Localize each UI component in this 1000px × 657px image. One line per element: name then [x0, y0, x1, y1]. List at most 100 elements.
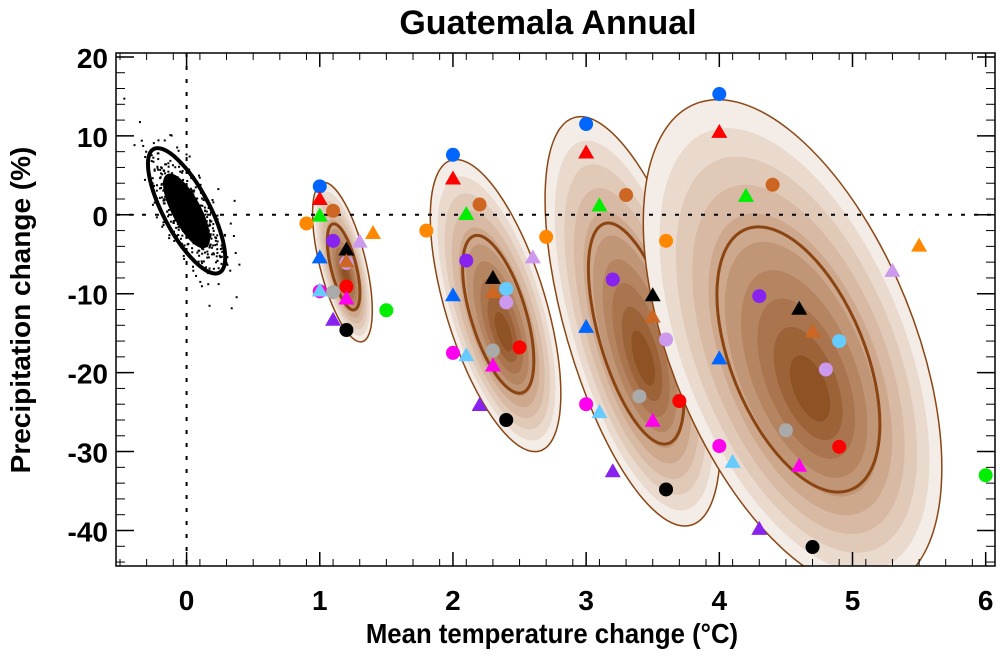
- variability-point: [152, 160, 155, 163]
- variability-point: [207, 283, 210, 286]
- circle-marker: [499, 412, 514, 427]
- variability-point: [160, 183, 163, 186]
- variability-point: [161, 173, 164, 176]
- triangle-marker: [458, 347, 475, 362]
- circle-marker: [632, 389, 647, 404]
- variability-point: [209, 236, 212, 239]
- variability-point: [190, 189, 193, 192]
- variability-point: [159, 168, 162, 171]
- variability-point: [214, 244, 217, 247]
- variability-point: [211, 199, 214, 202]
- variability-point: [212, 253, 215, 256]
- variability-point: [155, 189, 158, 192]
- variability-point: [212, 223, 215, 226]
- triangle-marker: [351, 233, 368, 248]
- variability-point: [163, 139, 166, 142]
- triangle-marker: [471, 396, 488, 411]
- variability-point: [194, 186, 197, 189]
- triangle-marker: [524, 249, 541, 264]
- variability-point: [212, 252, 215, 255]
- variability-point: [209, 211, 212, 214]
- triangle-marker: [604, 463, 621, 478]
- circle-marker: [579, 117, 594, 132]
- variability-point: [198, 174, 201, 177]
- variability-point: [191, 247, 194, 250]
- triangle-marker: [444, 170, 461, 185]
- triangle-marker: [591, 404, 608, 419]
- variability-point: [160, 166, 163, 169]
- triangle-marker: [311, 207, 328, 222]
- density-level: [494, 312, 513, 352]
- variability-point: [174, 219, 177, 222]
- variability-point: [216, 240, 219, 243]
- variability-point: [177, 233, 180, 236]
- triangle-marker: [591, 197, 608, 212]
- variability-point: [209, 243, 212, 246]
- triangle-marker: [458, 206, 475, 221]
- variability-point: [226, 256, 229, 259]
- variability-point: [138, 121, 141, 124]
- triangle-marker: [644, 412, 661, 427]
- variability-point: [159, 176, 162, 179]
- circle-marker: [659, 332, 674, 347]
- variability-point: [216, 214, 219, 217]
- variability-point: [176, 146, 179, 149]
- variability-point: [163, 202, 166, 205]
- variability-point: [175, 226, 178, 229]
- variability-point: [198, 254, 201, 257]
- circle-marker: [326, 203, 341, 218]
- variability-point: [167, 209, 170, 212]
- variability-point: [217, 267, 220, 270]
- variability-point: [214, 239, 217, 242]
- variability-point: [215, 255, 218, 258]
- triangle-marker: [737, 187, 754, 202]
- circle-marker: [805, 540, 820, 555]
- triangle-marker: [711, 123, 728, 138]
- variability-point: [162, 221, 165, 224]
- triangle-marker: [884, 262, 901, 277]
- x-tick-label: 1: [312, 585, 328, 616]
- circle-marker: [832, 334, 847, 349]
- variability-point: [191, 251, 194, 254]
- triangle-marker: [444, 287, 461, 302]
- variability-point: [206, 250, 209, 253]
- variability-point: [215, 243, 218, 246]
- variability-point: [212, 244, 215, 247]
- variability-point: [210, 253, 213, 256]
- variability-point: [226, 263, 229, 266]
- variability-point: [210, 237, 213, 240]
- variability-point: [181, 171, 184, 174]
- density-ellipse-period-3: [544, 115, 722, 527]
- variability-point: [192, 190, 195, 193]
- variability-point: [203, 206, 206, 209]
- x-tick-label: 3: [578, 585, 594, 616]
- circle-marker: [712, 439, 727, 454]
- variability-point: [155, 216, 158, 219]
- triangle-marker: [311, 249, 328, 264]
- variability-point: [162, 169, 165, 172]
- variability-point: [188, 155, 191, 158]
- variability-point: [221, 250, 224, 253]
- circle-marker: [765, 177, 780, 192]
- variability-point: [164, 163, 167, 166]
- circle-marker: [499, 295, 514, 310]
- circle-marker: [299, 216, 314, 231]
- triangle-marker: [338, 290, 355, 305]
- y-tick-label: 10: [77, 122, 108, 153]
- variability-point: [191, 265, 194, 268]
- variability-point: [151, 177, 154, 180]
- variability-point: [201, 252, 204, 255]
- circle-marker: [339, 323, 354, 338]
- triangle-marker: [365, 224, 382, 239]
- variability-point: [181, 169, 184, 172]
- x-tick-label: 5: [845, 585, 861, 616]
- variability-point: [193, 189, 196, 192]
- triangle-marker: [578, 144, 595, 159]
- variability-point: [158, 187, 161, 190]
- circle-marker: [445, 147, 460, 162]
- variability-point: [210, 220, 213, 223]
- variability-point: [169, 220, 172, 223]
- variability-point: [152, 184, 155, 187]
- triangle-marker: [911, 237, 928, 252]
